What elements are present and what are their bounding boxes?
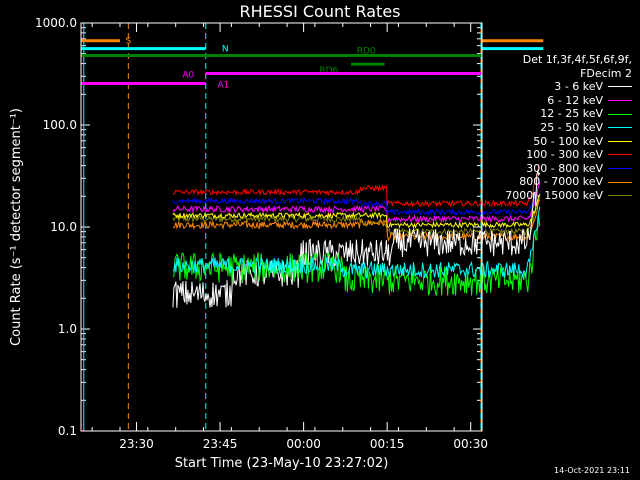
legend-entry: 25 - 50 keV [505, 121, 632, 135]
series-line [172, 193, 541, 229]
legend-swatch [608, 181, 632, 183]
legend-label: 800 - 7000 keV [519, 175, 603, 189]
legend-title: Det 1f,3f,4f,5f,6f,9f, FDecim 2 [505, 53, 632, 80]
legend-swatch [608, 168, 632, 170]
y-tick-label: 10.0 [50, 220, 77, 234]
plot-frame [80, 22, 483, 432]
flag-label-rd6: RD6 [319, 66, 338, 76]
legend-label: 100 - 300 keV [526, 148, 603, 162]
series-line [172, 181, 541, 224]
y-tick-label: 0.1 [58, 424, 77, 438]
legend-entry: 300 - 800 keV [505, 162, 632, 176]
legend-entry: 7000 - 15000 keV [505, 189, 632, 203]
y-axis-label: Count Rate (s⁻¹ detector segment⁻¹) [9, 108, 24, 346]
legend-label: 300 - 800 keV [526, 161, 603, 175]
legend-label: 50 - 100 keV [533, 134, 603, 148]
legend-entry: 3 - 6 keV [505, 80, 632, 94]
legend-entry: 6 - 12 keV [505, 94, 632, 108]
x-tick-label: 00:30 [453, 437, 488, 451]
x-tick-label: 00:15 [370, 437, 405, 451]
y-tick-label: 1000.0 [35, 16, 77, 30]
legend-label: 3 - 6 keV [554, 80, 603, 94]
series-line [172, 206, 541, 280]
legend-label: 12 - 25 keV [540, 107, 603, 121]
x-tick-label: 23:30 [119, 437, 154, 451]
legend-label: 7000 - 15000 keV [505, 188, 603, 202]
legend-entry: 12 - 25 keV [505, 107, 632, 121]
y-tick-label: 1.0 [58, 322, 77, 336]
flag-label-a0: A0 [182, 70, 194, 80]
legend-label: 6 - 12 keV [547, 93, 603, 107]
chart-title: RHESSI Count Rates [240, 2, 401, 21]
series-line [172, 169, 541, 308]
legend-swatch [608, 140, 632, 142]
legend: Det 1f,3f,4f,5f,6f,9f, FDecim 2 3 - 6 ke… [505, 53, 632, 203]
series-line [172, 179, 541, 217]
legend-label: 25 - 50 keV [540, 120, 603, 134]
flag-label-rd0: RD0 [357, 47, 376, 57]
legend-swatch [608, 113, 632, 115]
legend-entry: 100 - 300 keV [505, 148, 632, 162]
legend-title-line-1: Det 1f,3f,4f,5f,6f,9f, [522, 53, 632, 66]
legend-entry: 800 - 7000 keV [505, 175, 632, 189]
legend-swatch [608, 154, 632, 156]
y-tick-label: 100.0 [43, 118, 77, 132]
x-axis-label: Start Time (23-May-10 23:27:02) [175, 456, 389, 471]
series-line [172, 214, 541, 297]
x-tick-label: 00:00 [286, 437, 321, 451]
legend-swatch [608, 86, 632, 88]
timestamp: 14-Oct-2021 23:11 [554, 466, 630, 475]
legend-swatch [608, 127, 632, 129]
flag-label-n: N [222, 45, 229, 55]
legend-entry: 50 - 100 keV [505, 135, 632, 149]
series-line [172, 164, 540, 208]
x-tick-label: 23:45 [203, 437, 238, 451]
legend-swatch [608, 195, 632, 197]
series-line [172, 196, 541, 237]
flag-label-a1: A1 [217, 81, 229, 91]
series-line [172, 198, 541, 242]
flag-label-s: S [126, 37, 132, 47]
legend-swatch [608, 100, 632, 102]
legend-title-line-2: FDecim 2 [580, 66, 632, 80]
